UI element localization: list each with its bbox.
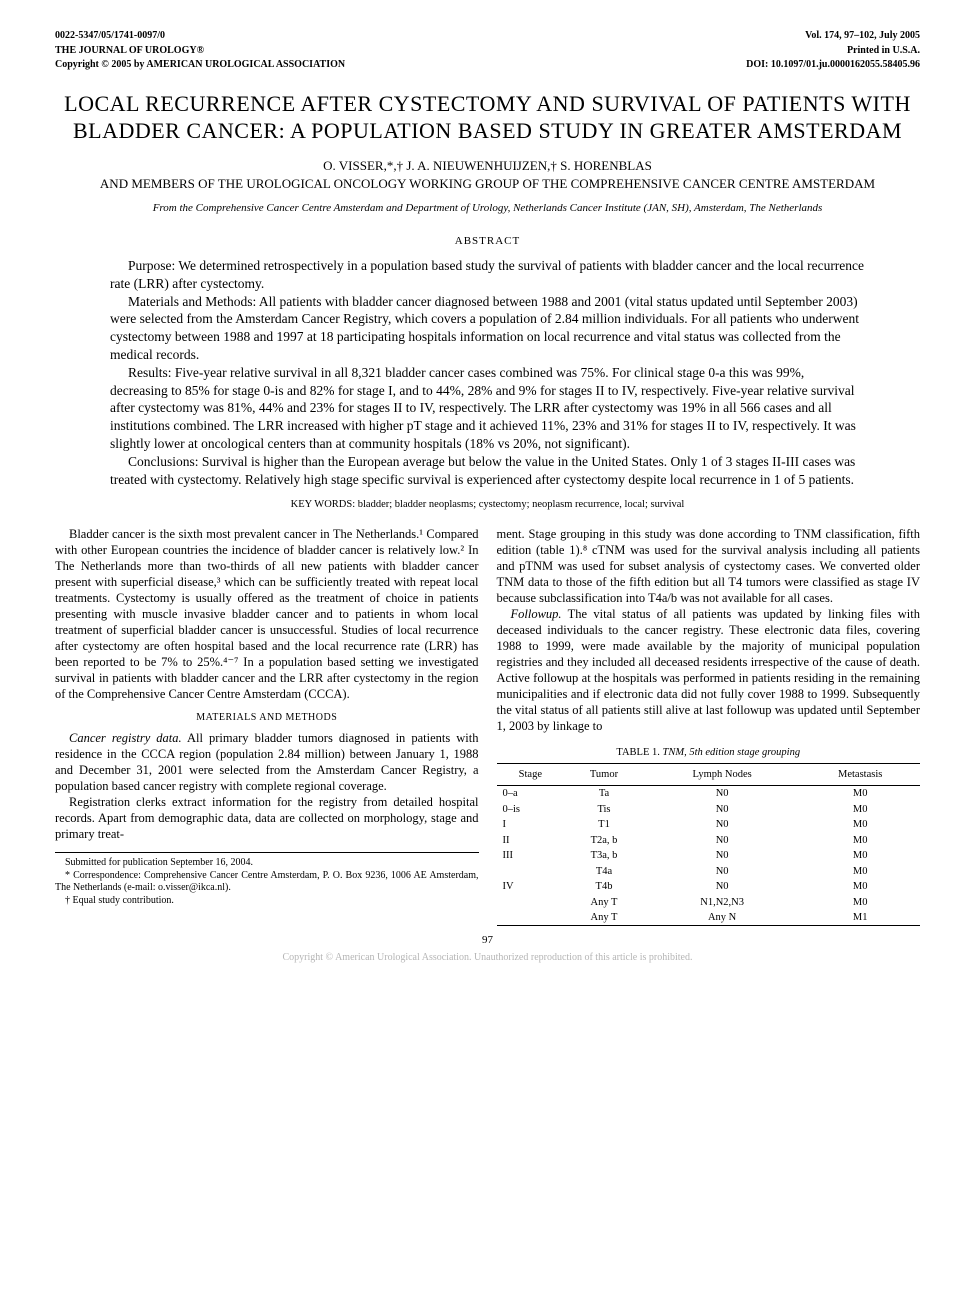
table-cell: I (497, 817, 565, 832)
table-cell: 0–a (497, 786, 565, 802)
footer-copyright: Copyright © American Urological Associat… (55, 952, 920, 965)
table-cell: II (497, 833, 565, 848)
footnote-submitted: Submitted for publication September 16, … (55, 857, 479, 870)
left-column: Bladder cancer is the sixth most prevale… (55, 526, 479, 927)
printed-in: Printed in U.S.A. (847, 45, 920, 58)
table-cell: N0 (644, 879, 800, 894)
footnotes-block: Submitted for publication September 16, … (55, 852, 479, 907)
doi: DOI: 10.1097/01.ju.0000162055.58405.96 (746, 59, 920, 72)
col-metastasis: Metastasis (800, 764, 920, 786)
journal-header-2: THE JOURNAL OF UROLOGY® Printed in U.S.A… (55, 45, 920, 58)
table-cell: Any T (564, 895, 644, 910)
table-cell (497, 895, 565, 910)
abstract-purpose: Purpose: We determined retrospectively i… (110, 257, 865, 293)
intro-paragraph: Bladder cancer is the sixth most prevale… (55, 526, 479, 702)
table-cell: Tis (564, 802, 644, 817)
col-lymph: Lymph Nodes (644, 764, 800, 786)
table-row: Any TAny NM1 (497, 910, 921, 926)
table-cell: III (497, 848, 565, 863)
table-row: Any TN1,N2,N3M0 (497, 895, 921, 910)
table-cell: M0 (800, 879, 920, 894)
table-cell: N0 (644, 833, 800, 848)
abstract-methods: Materials and Methods: All patients with… (110, 293, 865, 364)
table-cell: N0 (644, 848, 800, 863)
followup-paragraph: Followup. The vital status of all patien… (497, 606, 921, 734)
registry-runin: Cancer registry data. (69, 731, 182, 745)
keywords-text: bladder; bladder neoplasms; cystectomy; … (355, 499, 684, 510)
page-number: 97 (55, 934, 920, 948)
authors-block: O. VISSER,*,† J. A. NIEUWENHUIJZEN,† S. … (55, 157, 920, 193)
table-cell: 0–is (497, 802, 565, 817)
table-cell: Ta (564, 786, 644, 802)
table-cell (497, 864, 565, 879)
table-cell: M0 (800, 817, 920, 832)
table-row: 0–isTisN0M0 (497, 802, 921, 817)
table-cell: Any N (644, 910, 800, 926)
table-cell: IV (497, 879, 565, 894)
authors-line-2: AND MEMBERS OF THE UROLOGICAL ONCOLOGY W… (55, 175, 920, 193)
col-tumor: Tumor (564, 764, 644, 786)
table-cell: M0 (800, 833, 920, 848)
table-cell: M0 (800, 895, 920, 910)
journal-header-3: Copyright © 2005 by AMERICAN UROLOGICAL … (55, 59, 920, 72)
col-stage: Stage (497, 764, 565, 786)
table-row: 0–aTaN0M0 (497, 786, 921, 802)
affiliation: From the Comprehensive Cancer Centre Ams… (55, 201, 920, 215)
table-1: TABLE 1. TNM, 5th edition stage grouping… (497, 746, 921, 927)
article-title: LOCAL RECURRENCE AFTER CYSTECTOMY AND SU… (55, 90, 920, 145)
table-1-caption: TABLE 1. TNM, 5th edition stage grouping (497, 746, 921, 759)
abstract-conclusions: Conclusions: Survival is higher than the… (110, 453, 865, 489)
footnote-contribution: † Equal study contribution. (55, 895, 479, 908)
table-row: IVT4bN0M0 (497, 879, 921, 894)
table-cell (497, 910, 565, 926)
footnote-correspondence: * Correspondence: Comprehensive Cancer C… (55, 870, 479, 895)
table-cell: N0 (644, 864, 800, 879)
table-row: IIT2a, bN0M0 (497, 833, 921, 848)
table-cell: M0 (800, 786, 920, 802)
table-cell: N0 (644, 802, 800, 817)
abstract-label: ABSTRACT (55, 235, 920, 249)
table-cell: T2a, b (564, 833, 644, 848)
right-column: ment. Stage grouping in this study was d… (497, 526, 921, 927)
registry-data-paragraph: Cancer registry data. All primary bladde… (55, 730, 479, 794)
table-cell: M0 (800, 802, 920, 817)
table-cell: M0 (800, 864, 920, 879)
table-cell: T4a (564, 864, 644, 879)
table-cell: N0 (644, 817, 800, 832)
table-cell: M1 (800, 910, 920, 926)
table-cell: T1 (564, 817, 644, 832)
body-columns: Bladder cancer is the sixth most prevale… (55, 526, 920, 927)
table-row: IT1N0M0 (497, 817, 921, 832)
table-cell: T4b (564, 879, 644, 894)
issn: 0022-5347/05/1741-0097/0 (55, 30, 165, 43)
abstract-results: Results: Five-year relative survival in … (110, 364, 865, 453)
stage-grouping-paragraph: ment. Stage grouping in this study was d… (497, 526, 921, 606)
journal-name: THE JOURNAL OF UROLOGY® (55, 45, 204, 58)
authors-line-1: O. VISSER,*,† J. A. NIEUWENHUIJZEN,† S. … (55, 157, 920, 175)
table-cell: Any T (564, 910, 644, 926)
registration-clerks-paragraph: Registration clerks extract information … (55, 794, 479, 842)
keywords-label: KEY WORDS: (291, 499, 355, 510)
materials-methods-heading: MATERIALS AND METHODS (55, 712, 479, 725)
table-cell: T3a, b (564, 848, 644, 863)
table-header-row: Stage Tumor Lymph Nodes Metastasis (497, 764, 921, 786)
keywords-line: KEY WORDS: bladder; bladder neoplasms; c… (55, 498, 920, 511)
table-row: T4aN0M0 (497, 864, 921, 879)
tnm-table: Stage Tumor Lymph Nodes Metastasis 0–aTa… (497, 763, 921, 926)
copyright-line: Copyright © 2005 by AMERICAN UROLOGICAL … (55, 59, 345, 72)
volume-issue: Vol. 174, 97–102, July 2005 (805, 30, 920, 43)
journal-header-1: 0022-5347/05/1741-0097/0 Vol. 174, 97–10… (55, 30, 920, 43)
followup-runin: Followup. (511, 607, 562, 621)
abstract-block: Purpose: We determined retrospectively i… (55, 257, 920, 489)
table-cell: N0 (644, 786, 800, 802)
table-row: IIIT3a, bN0M0 (497, 848, 921, 863)
table-cell: M0 (800, 848, 920, 863)
table-cell: N1,N2,N3 (644, 895, 800, 910)
